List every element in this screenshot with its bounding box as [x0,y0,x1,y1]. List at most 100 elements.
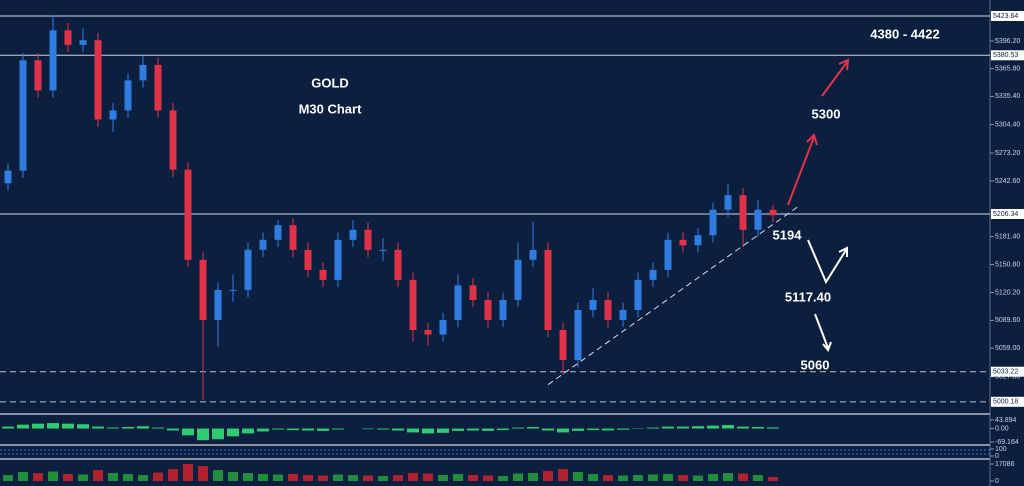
volume-bar [648,474,658,481]
chart-subtitle: M30 Chart [299,101,363,116]
volume-bar [483,475,493,481]
candle-body [754,209,762,230]
volume-bar [588,474,598,481]
annotation: 5117.40 [785,289,831,304]
volume-bar [468,475,478,481]
macd-bar [302,428,314,431]
macd-bar [197,428,209,441]
volume-bar [348,475,358,481]
candle-body [244,249,252,290]
volume-bar [168,469,178,481]
volume-bar [573,472,583,481]
macd-bar [722,425,734,429]
macd-bar [287,428,299,431]
candle-body [19,60,27,171]
macd-bar [137,426,149,429]
volume-bar [768,477,778,481]
candle-body [229,289,237,291]
macd-bar [407,428,419,433]
candle-body [34,60,42,91]
macd-bar [152,427,164,429]
volume-tick-label: 17086 [995,461,1015,468]
volume-bar [123,474,133,481]
volume-bar [213,470,223,481]
candle-body [724,195,732,210]
candle-body [364,229,372,250]
level-label-box [991,50,1024,61]
macd-bar [452,428,464,431]
macd-bar [467,428,479,431]
oscillator-tick-label: 0 [995,453,999,460]
arrow [821,58,850,97]
macd-bar [587,428,599,431]
volume-bar [318,475,328,481]
macd-bar [62,423,74,429]
volume-bar [498,476,508,481]
candle-body [139,64,147,81]
macd-bar [242,428,254,434]
annotation: 4380 - 4422 [870,26,939,41]
macd-bar [272,428,284,430]
macd-bar [527,426,539,429]
volume-bar [603,475,613,481]
volume-bar [48,471,58,481]
macd-bar [677,426,689,429]
arrow [787,133,818,206]
volume-bar [258,474,268,481]
y-tick-label: 5120.20 [995,289,1020,296]
macd-bar [17,424,29,429]
candle-body [274,225,282,240]
candle-body [199,259,207,320]
level-label-box [991,396,1024,407]
macd-bar [572,428,584,431]
volume-bar [198,466,208,481]
candle-body [394,249,402,280]
level-label: 5206.34 [993,211,1018,218]
volume-bar [108,473,118,481]
volume-bar [33,473,43,481]
candle-body [439,319,447,335]
volume-bar [633,475,643,481]
candle-body [634,279,642,310]
volume-bar [228,472,238,481]
candle-body [49,30,57,91]
macd-bar [512,427,524,429]
candle-body [454,285,462,320]
volume-bar [78,474,88,481]
y-tick-label: 5335.40 [995,93,1020,100]
level-label-box [991,10,1024,21]
volume-bar [363,475,373,481]
candle-body [214,289,222,320]
macd-tick-label: 43.894 [995,417,1017,424]
y-tick-label: 5059.00 [995,345,1020,352]
volume-bar [453,474,463,481]
candle-body [694,235,702,246]
candle-body [529,249,537,260]
y-tick-label: 5089.60 [995,317,1020,324]
volume-bar [678,475,688,481]
arrows [787,58,850,352]
volume-bar [3,475,13,481]
macd-bar [767,427,779,429]
candle-body [619,309,627,320]
macd-bar [362,428,374,430]
candle-body [484,299,492,320]
trendline [547,204,801,386]
volume-bar [693,475,703,481]
level-label: 5000.18 [993,399,1018,406]
candle-body [379,249,387,251]
volume-bar [303,475,313,481]
candle-body [94,40,102,120]
candle-body [769,209,777,216]
volume-bar [378,476,388,481]
macd-bar [557,428,569,433]
candle-body [349,229,357,240]
y-tick-label: 5242.60 [995,178,1020,185]
macd-bar [542,428,554,431]
macd-tick-label: 0.00 [995,425,1009,432]
annotation: 5060 [801,357,830,372]
candle-body [574,309,582,361]
candle-body [544,249,552,331]
candle-body [709,209,717,236]
macd-bar [392,428,404,431]
